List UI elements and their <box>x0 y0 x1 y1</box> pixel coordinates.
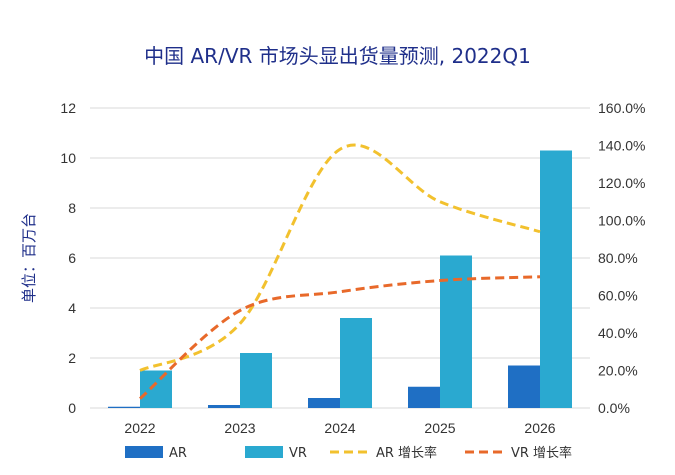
y-tick-label: 12 <box>60 100 76 116</box>
y-tick-label: 0 <box>68 400 76 416</box>
bar-vr <box>340 318 372 408</box>
x-tick-label: 2025 <box>424 420 455 436</box>
bar-vr <box>240 353 272 408</box>
legend: AR VR AR 增长率 VR 增长率 <box>125 445 572 461</box>
bar-vr <box>540 150 572 408</box>
bar-ar <box>508 365 540 408</box>
y2-tick-label: 160.0% <box>598 100 645 116</box>
legend-label: AR 增长率 <box>376 445 437 461</box>
y-tick-label: 10 <box>60 150 76 166</box>
bar-ar <box>108 406 140 408</box>
bar-ar <box>308 398 340 408</box>
y2-tick-label: 120.0% <box>598 175 645 191</box>
legend-label: VR 增长率 <box>511 445 572 461</box>
growth-lines <box>139 143 541 400</box>
axes: 0246810120.0%20.0%40.0%60.0%80.0%100.0%1… <box>60 100 645 436</box>
y-tick-label: 6 <box>68 250 76 266</box>
y-tick-label: 2 <box>68 350 76 366</box>
x-tick-label: 2024 <box>324 420 355 436</box>
legend-swatch-vr <box>245 446 283 458</box>
bars <box>108 150 572 408</box>
y2-tick-label: 0.0% <box>598 400 630 416</box>
legend-label: VR <box>289 446 307 461</box>
x-tick-label: 2023 <box>224 420 255 436</box>
y2-tick-label: 80.0% <box>598 250 638 266</box>
x-tick-label: 2026 <box>524 420 555 436</box>
y2-tick-label: 100.0% <box>598 213 645 229</box>
bar-ar <box>208 405 240 408</box>
legend-swatch-ar <box>125 446 163 458</box>
chart-title: 中国 AR/VR 市场头显出货量预测, 2022Q1 <box>144 44 531 68</box>
growth-line-vr <box>139 275 541 400</box>
legend-label: AR <box>169 446 187 461</box>
y-tick-label: 8 <box>68 200 76 216</box>
growth-line-ar <box>139 143 541 372</box>
bar-ar <box>408 386 440 408</box>
y2-tick-label: 20.0% <box>598 363 638 379</box>
y2-tick-label: 60.0% <box>598 288 638 304</box>
y-tick-label: 4 <box>68 300 76 316</box>
bar-vr <box>140 370 172 408</box>
y2-tick-label: 140.0% <box>598 138 645 154</box>
x-tick-label: 2022 <box>124 420 155 436</box>
y-axis-label: 单位：百万台 <box>20 213 38 303</box>
y2-tick-label: 40.0% <box>598 325 638 341</box>
